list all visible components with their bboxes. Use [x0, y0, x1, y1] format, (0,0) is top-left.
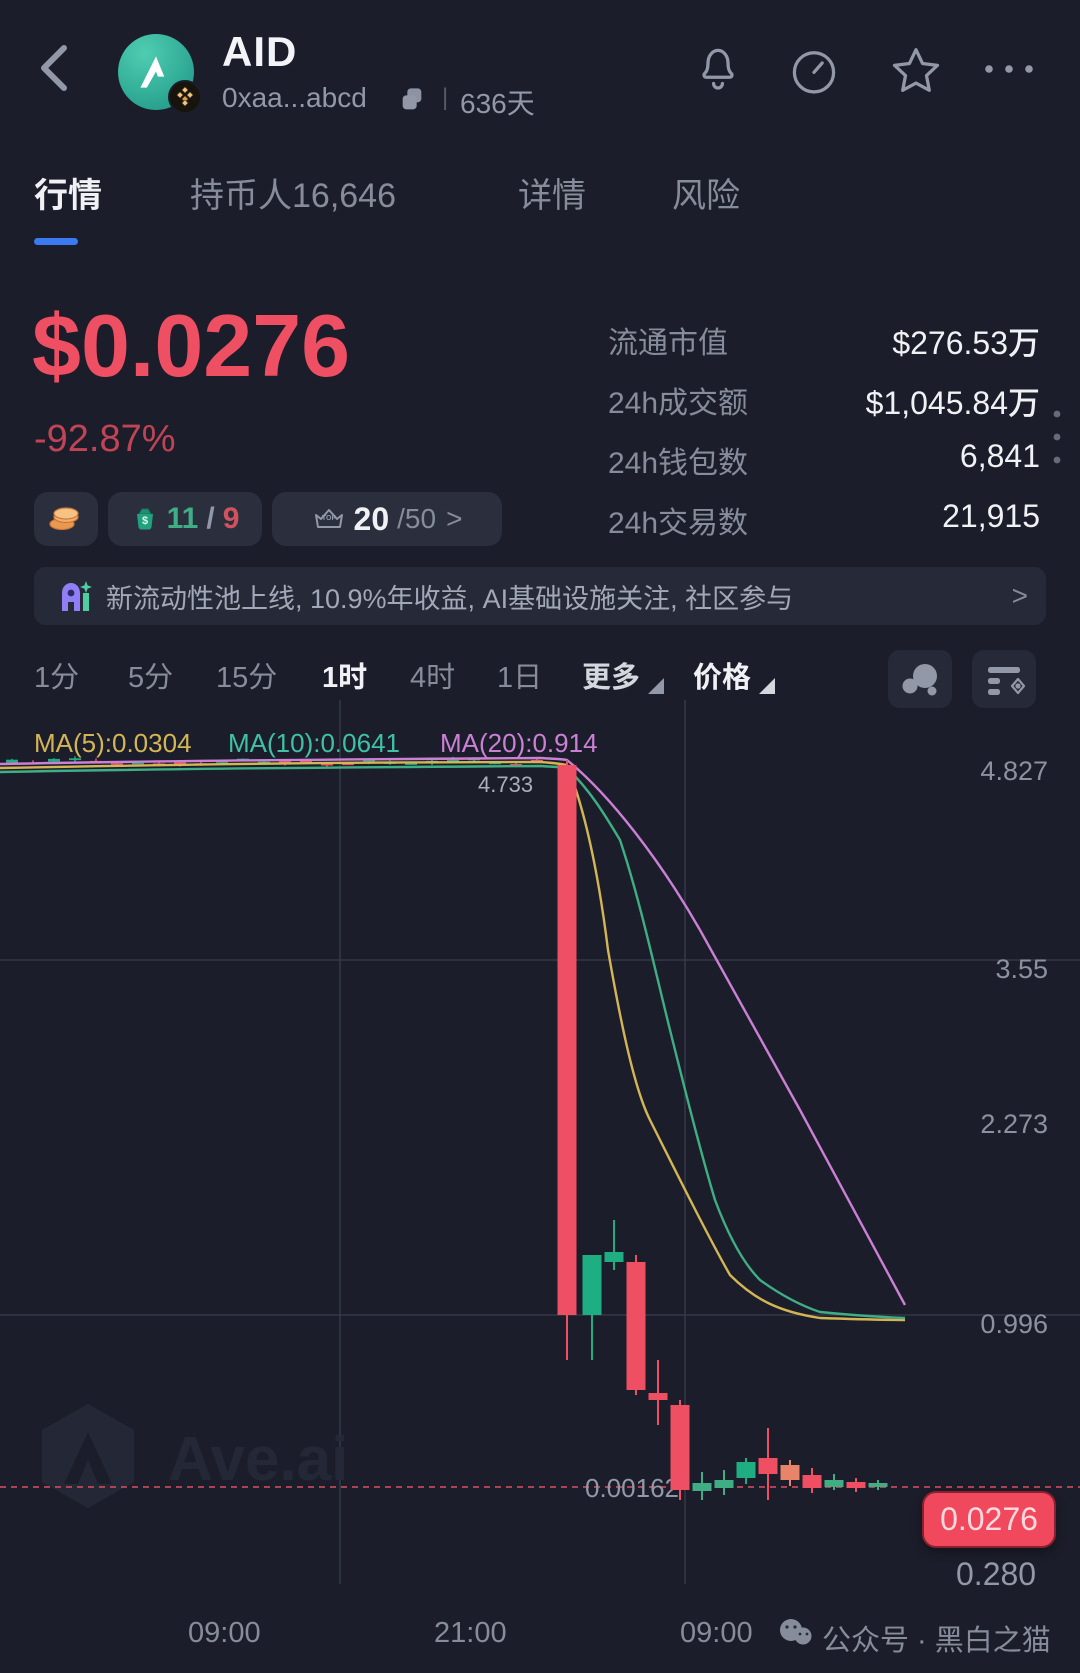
svg-text:$: $	[142, 515, 148, 527]
svg-text:TOP: TOP	[321, 515, 336, 522]
svg-text:2.273: 2.273	[980, 1109, 1048, 1139]
svg-text:4.733: 4.733	[478, 772, 533, 797]
svg-text:0.00162: 0.00162	[585, 1473, 679, 1503]
svg-text:3.55: 3.55	[995, 954, 1048, 984]
svg-text:0.996: 0.996	[980, 1309, 1048, 1339]
svg-text:4.827: 4.827	[980, 756, 1048, 786]
svg-text:Ave.ai: Ave.ai	[168, 1425, 348, 1494]
